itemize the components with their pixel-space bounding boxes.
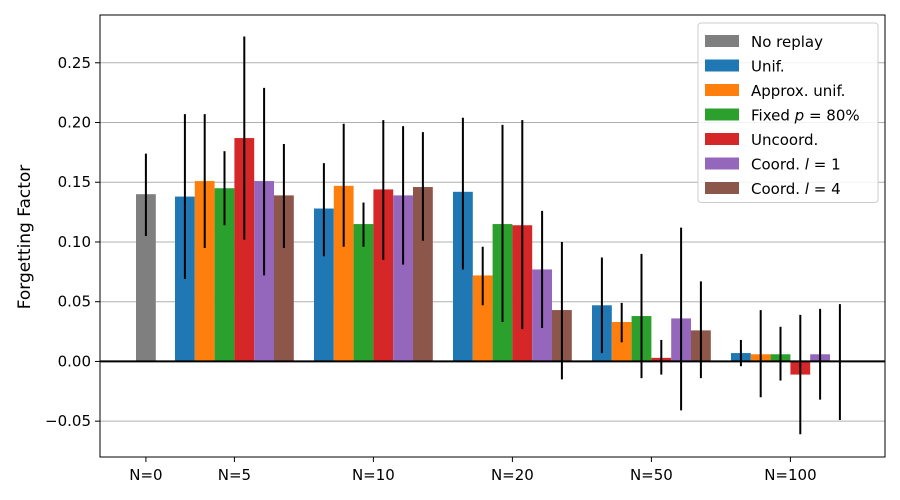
x-tick-label: N=20 bbox=[491, 466, 534, 484]
bar-coord-l4 bbox=[413, 187, 433, 362]
legend-swatch bbox=[705, 35, 739, 47]
legend-label: Coord. l = 1 bbox=[751, 156, 841, 174]
y-tick-label: 0.20 bbox=[58, 114, 91, 132]
x-tick-label: N=10 bbox=[352, 466, 395, 484]
legend-label: Unif. bbox=[751, 58, 785, 76]
bar-fixed-p80 bbox=[214, 188, 235, 362]
bar-coord-l4 bbox=[274, 195, 294, 362]
plot-frame bbox=[99, 14, 886, 458]
y-tick-label: 0.15 bbox=[58, 173, 91, 191]
y-tick-label: −0.05 bbox=[45, 412, 91, 430]
bar-uncoord bbox=[234, 138, 255, 362]
y-tick-label: 0.10 bbox=[58, 233, 91, 251]
bar-approx-unif bbox=[472, 275, 493, 362]
legend-frame bbox=[697, 22, 879, 203]
y-tick-label: 0.00 bbox=[58, 352, 91, 370]
bar-approx-unif bbox=[194, 181, 215, 362]
x-tick-label: N=0 bbox=[129, 466, 162, 484]
error-bars bbox=[144, 36, 841, 435]
y-axis: −0.05 0.00 0.05 0.10 0.15 0.20 0.25 bbox=[45, 54, 100, 430]
legend-swatch bbox=[705, 59, 739, 72]
bar-no-replay bbox=[136, 194, 156, 362]
legend-swatch bbox=[705, 157, 739, 170]
y-tick-label: 0.25 bbox=[58, 54, 91, 72]
bar-fixed-p80 bbox=[353, 224, 374, 362]
legend-label: Approx. unif. bbox=[751, 82, 845, 100]
x-tick-label: N=50 bbox=[630, 466, 673, 484]
legend-swatch bbox=[705, 84, 739, 96]
legend-swatch bbox=[705, 108, 739, 121]
y-axis-label: Forgetting Factor bbox=[15, 165, 35, 310]
bar-unif bbox=[453, 191, 473, 362]
x-axis: N=0 N=5 N=10 N=20 N=50 N=100 bbox=[129, 457, 817, 484]
legend-label: No replay bbox=[751, 33, 823, 51]
legend: No replay Unif. Approx. unif. Fixed p = 80%… bbox=[697, 22, 879, 203]
legend-label: Uncoord. bbox=[751, 131, 818, 149]
legend-label: Fixed p = 80% bbox=[751, 107, 860, 125]
y-tick-label: 0.05 bbox=[58, 293, 91, 311]
legend-label: Coord. l = 4 bbox=[751, 180, 841, 198]
legend-swatch bbox=[705, 133, 739, 145]
bar-approx-unif bbox=[333, 185, 354, 362]
x-tick-label: N=5 bbox=[218, 466, 251, 484]
x-tick-label: N=100 bbox=[764, 466, 816, 484]
bar-unif bbox=[314, 208, 334, 362]
bar-uncoord bbox=[373, 189, 394, 362]
legend-swatch bbox=[705, 182, 739, 194]
bar-coord-l1 bbox=[393, 195, 413, 362]
